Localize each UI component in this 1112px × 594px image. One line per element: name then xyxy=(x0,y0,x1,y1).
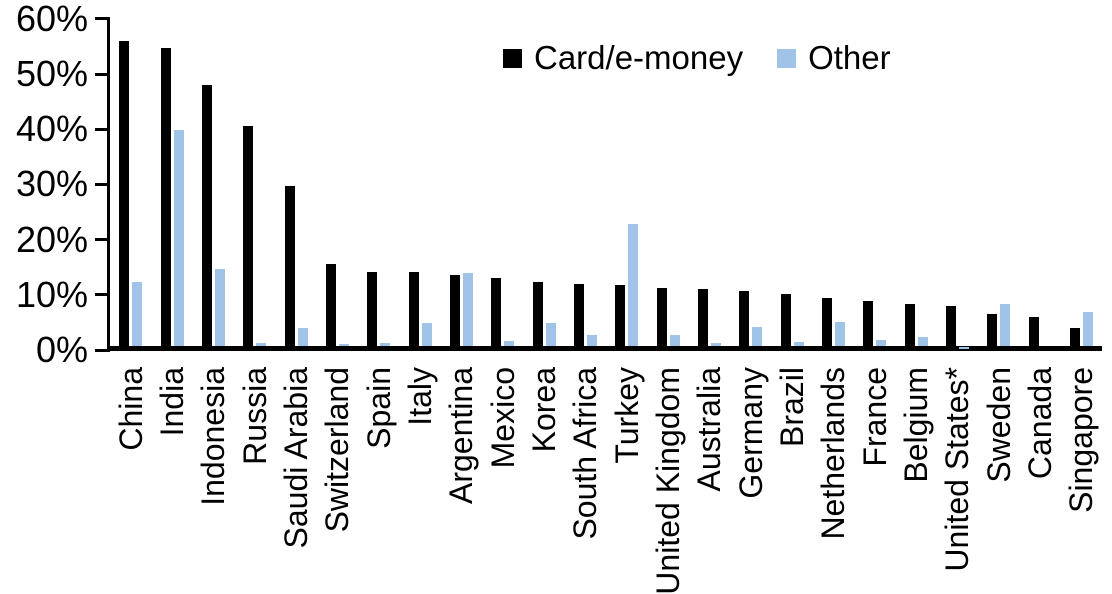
y-tick-label: 60% xyxy=(15,0,88,39)
bar-other-korea xyxy=(545,322,556,346)
legend-label-card-e-money: Card/e-money xyxy=(534,39,744,76)
bar-other-china xyxy=(132,281,143,346)
legend-label-other: Other xyxy=(808,39,891,76)
bar-card-e-money-argentina xyxy=(449,275,460,346)
bar-other-switzerland xyxy=(338,344,349,347)
bar-card-e-money-france xyxy=(863,301,874,346)
y-tick-label: 40% xyxy=(15,108,88,150)
y-tick xyxy=(95,348,110,352)
bar-card-e-money-turkey xyxy=(615,285,626,346)
bar-card-e-money-sweden xyxy=(987,313,998,346)
bar-other-italy xyxy=(421,322,432,346)
bar-other-india xyxy=(173,130,184,346)
bar-card-e-money-russia xyxy=(243,126,254,346)
y-tick-label: 10% xyxy=(15,273,88,315)
y-tick xyxy=(95,238,110,242)
bar-card-e-money-italy xyxy=(408,272,419,346)
bar-card-e-money-united-kingdom xyxy=(656,288,667,346)
bar-other-south-africa xyxy=(586,334,597,346)
y-tick-label: 0% xyxy=(35,329,88,370)
y-tick xyxy=(95,127,110,131)
y-tick xyxy=(95,182,110,186)
y-tick xyxy=(95,17,110,21)
bar-card-e-money-united-states- xyxy=(945,305,956,346)
y-tick-label: 50% xyxy=(15,53,88,94)
chart-legend: Card/e-money Other xyxy=(503,40,891,76)
bar-other-united-kingdom xyxy=(669,335,680,346)
bar-card-e-money-mexico xyxy=(491,277,502,346)
bar-card-e-money-netherlands xyxy=(821,298,832,346)
bar-card-e-money-korea xyxy=(532,282,543,346)
legend-item-other: Other xyxy=(777,40,891,76)
bar-other-argentina xyxy=(462,272,473,346)
bar-card-e-money-canada xyxy=(1028,316,1039,346)
bar-other-netherlands xyxy=(834,321,845,346)
bar-other-belgium xyxy=(917,336,928,346)
bar-card-e-money-singapore xyxy=(1069,328,1080,346)
bar-card-e-money-india xyxy=(160,47,171,346)
bar-other-spain xyxy=(380,342,391,346)
legend-swatch-other xyxy=(777,48,797,68)
bar-other-singapore xyxy=(1082,312,1093,346)
y-tick xyxy=(95,72,110,76)
bar-other-turkey xyxy=(628,224,639,346)
bar-other-sweden xyxy=(1000,304,1011,346)
y-tick-label: 30% xyxy=(15,163,88,205)
bar-other-germany xyxy=(752,326,763,346)
bar-card-e-money-spain xyxy=(367,271,378,346)
bar-other-australia xyxy=(710,342,721,346)
bar-other-russia xyxy=(256,343,267,346)
bar-other-mexico xyxy=(504,341,515,346)
y-tick-label: 20% xyxy=(15,218,88,260)
bar-card-e-money-indonesia xyxy=(201,85,212,346)
bar-card-e-money-saudi-arabia xyxy=(284,185,295,346)
bar-card-e-money-australia xyxy=(697,289,708,346)
bar-other-brazil xyxy=(793,341,804,346)
bar-card-e-money-china xyxy=(119,40,130,346)
bar-card-e-money-germany xyxy=(739,290,750,346)
bar-card-e-money-south-africa xyxy=(573,284,584,346)
x-axis-line xyxy=(107,346,1102,351)
bar-card-e-money-belgium xyxy=(904,304,915,346)
bar-card-e-money-brazil xyxy=(780,294,791,346)
legend-item-card-e-money: Card/e-money xyxy=(503,40,743,76)
bar-other-indonesia xyxy=(214,269,225,346)
bar-other-saudi-arabia xyxy=(297,327,308,346)
y-tick xyxy=(95,293,110,297)
bar-other-united-states- xyxy=(958,347,969,350)
bar-other-france xyxy=(876,339,887,346)
bar-card-e-money-switzerland xyxy=(325,263,336,346)
legend-swatch-card-e-money xyxy=(503,48,522,68)
